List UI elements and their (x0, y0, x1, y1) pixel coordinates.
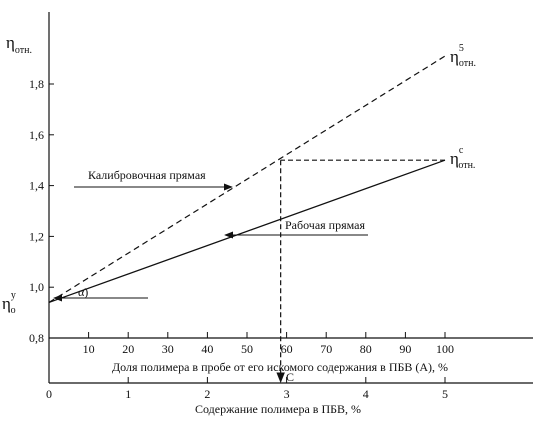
x-bottom-tick-label: 4 (363, 387, 369, 401)
c-label: С (286, 370, 294, 384)
x-top-tick-label: 20 (122, 342, 134, 356)
eta5-label: η5 отн. (450, 43, 476, 69)
x-top-tick-label: 70 (320, 342, 332, 356)
y-axis-label: ηотн. (6, 33, 32, 56)
x-top-tick-label: 100 (436, 342, 454, 356)
x-axis-bottom-ticks: 0 1 2 3 4 5 (46, 377, 448, 401)
y-tick-label: 0,8 (29, 331, 44, 345)
x-bottom-tick-label: 3 (284, 387, 290, 401)
x-top-tick-label: 40 (201, 342, 213, 356)
x-top-tick-label: 10 (83, 342, 95, 356)
y-tick-label: 1,6 (29, 128, 44, 142)
x-top-tick-label: 90 (399, 342, 411, 356)
y-tick-label: 1,8 (29, 77, 44, 91)
y-tick-label: 1,0 (29, 280, 44, 294)
series-calibration-line (48, 55, 446, 303)
series-working-line (48, 159, 446, 304)
x-axis-top-ticks: 10 20 30 40 50 60 70 80 90 100 (83, 332, 454, 356)
y-tick-label: 1,4 (29, 179, 44, 193)
y-axis-ticks: 0,8 1,0 1,2 1,4 1,6 1,8 (29, 77, 54, 345)
x-bottom-tick-label: 0 (46, 387, 52, 401)
working-line-label: Рабочая прямая (285, 218, 365, 232)
x-bottom-tick-label: 5 (442, 387, 448, 401)
x-top-tick-label: 60 (281, 342, 293, 356)
x-top-tick-label: 50 (241, 342, 253, 356)
x-top-tick-label: 80 (360, 342, 372, 356)
x-bottom-tick-label: 2 (204, 387, 210, 401)
y-tick-label: 1,2 (29, 229, 44, 243)
x-top-tick-label: 30 (162, 342, 174, 356)
x-axis-bottom-label: Содержание полимера в ПБВ, % (195, 402, 361, 416)
alpha-label: α) (78, 285, 88, 299)
x-bottom-tick-label: 1 (125, 387, 131, 401)
eta0-label: ηу о (2, 290, 16, 316)
etac-label: ηc отн. (450, 145, 475, 171)
calibration-line-label: Калибровочная прямая (88, 168, 206, 182)
x-axis-top-label: Доля полимера в пробе от его искомого со… (112, 360, 448, 374)
